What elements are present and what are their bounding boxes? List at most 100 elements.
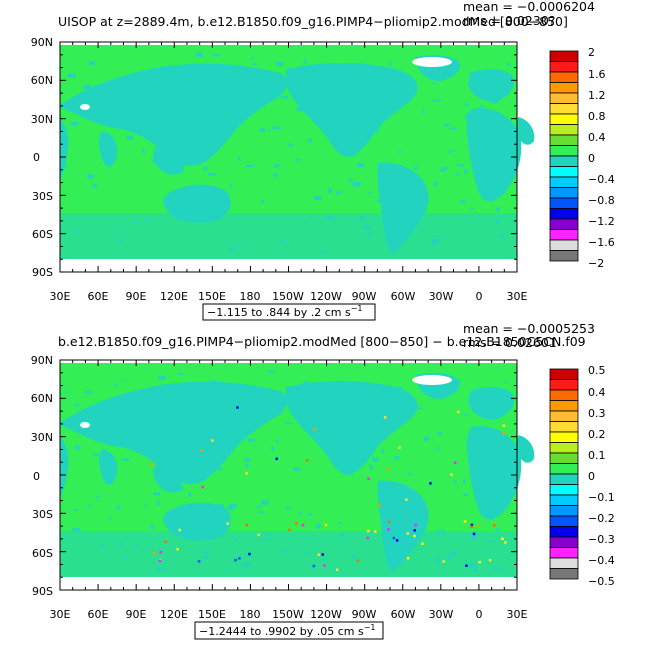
field-patch	[398, 151, 402, 154]
field-patch	[142, 149, 145, 154]
field-patch	[67, 107, 76, 112]
field-patch	[270, 82, 278, 84]
field-patch	[194, 99, 202, 102]
panel-1-cb-label: 0.8	[588, 110, 606, 123]
field-patch	[306, 552, 311, 555]
field-patch	[476, 146, 485, 149]
field-patch	[163, 142, 167, 146]
panel-2-colorbar-labels: 0.5 0.4 0.3 0.2 0.1 0 −0.1 −0.2 −0.3 −0.…	[588, 364, 615, 588]
field-patch	[164, 160, 171, 165]
panel-1-cb-label: −1.2	[588, 215, 615, 228]
colorbar-swatch	[549, 176, 579, 188]
field-patch	[349, 411, 353, 416]
field-patch	[471, 534, 476, 540]
field-patch	[108, 423, 114, 426]
field-patch	[303, 59, 307, 64]
panel-2-lat-60s: 60S	[32, 547, 53, 560]
anomaly-spot	[367, 529, 370, 533]
field-patch	[408, 472, 412, 476]
field-patch	[157, 500, 160, 505]
field-patch	[130, 427, 139, 432]
colorbar-swatch	[549, 463, 579, 475]
continent-antarctica	[60, 531, 517, 577]
continent-north-america	[285, 63, 418, 157]
panel-2-cb-label: 0.5	[588, 364, 606, 377]
field-patch	[500, 83, 505, 87]
field-patch	[118, 239, 122, 243]
field-patch	[502, 121, 511, 125]
field-patch	[177, 415, 183, 418]
anomaly-spot	[321, 553, 324, 556]
panel-1-lat-axis: 90N 60N 30N 0 30S 60S 90S	[31, 36, 53, 279]
anomaly-spot	[413, 534, 416, 538]
field-patch	[150, 525, 155, 529]
panel-1-lon-120w: 120W	[310, 290, 342, 303]
field-patch	[493, 133, 499, 136]
panel-2-anomaly-spots	[150, 406, 507, 571]
anomaly-spot	[313, 427, 316, 431]
anomaly-spot	[317, 553, 321, 556]
field-patch	[204, 150, 212, 153]
field-patch	[503, 500, 509, 504]
panel-2-cb-label: −0.5	[588, 575, 615, 588]
field-patch	[202, 551, 210, 554]
field-patch	[82, 85, 90, 89]
field-patch	[324, 410, 330, 413]
field-patch	[166, 97, 172, 101]
field-patch	[500, 394, 507, 396]
field-patch	[265, 532, 270, 536]
field-patch	[385, 208, 391, 213]
field-patch	[108, 516, 112, 520]
field-patch	[73, 509, 78, 511]
field-patch	[177, 446, 180, 450]
panel-2-lat-30s: 30S	[32, 508, 53, 521]
field-patch	[251, 56, 254, 60]
field-patch	[151, 158, 156, 162]
field-patch	[327, 90, 336, 95]
field-patch	[431, 242, 435, 247]
anomaly-spot	[288, 528, 291, 532]
field-patch	[68, 73, 76, 78]
anomaly-spot	[488, 559, 492, 562]
field-patch	[232, 245, 240, 247]
anomaly-spot	[150, 462, 153, 466]
field-patch	[462, 414, 469, 416]
field-patch	[484, 175, 491, 181]
anomaly-spot	[398, 446, 401, 449]
field-patch	[157, 568, 165, 571]
field-patch	[316, 524, 321, 529]
field-patch	[84, 390, 93, 394]
panel-1-lon-30w: 30W	[429, 290, 454, 303]
panel-2-lat-30n: 30N	[31, 431, 53, 444]
panel-1-cb-label: 0.4	[588, 131, 606, 144]
anomaly-spot	[501, 537, 504, 541]
field-patch	[268, 93, 274, 96]
field-patch	[253, 62, 257, 66]
field-patch	[468, 563, 477, 568]
field-patch	[271, 446, 275, 451]
field-patch	[158, 375, 166, 380]
anomaly-spot	[442, 560, 445, 563]
field-patch	[178, 195, 183, 198]
field-patch	[381, 449, 385, 454]
field-patch	[273, 173, 279, 177]
field-patch	[106, 104, 112, 109]
anomaly-spot	[245, 472, 248, 475]
field-patch	[330, 94, 336, 99]
field-patch	[484, 142, 491, 147]
anomaly-spot	[226, 522, 229, 525]
anomaly-spot	[429, 482, 432, 485]
field-patch	[213, 54, 220, 57]
anomaly-spot	[392, 536, 396, 540]
panel-1-lon-120e: 120E	[160, 290, 188, 303]
field-patch	[371, 457, 379, 462]
anomaly-spot	[383, 416, 387, 419]
field-patch	[336, 191, 341, 195]
field-patch	[271, 406, 279, 410]
field-patch	[183, 410, 191, 415]
field-patch	[375, 128, 380, 132]
field-patch	[326, 216, 335, 220]
field-patch	[157, 443, 165, 448]
panel-2-title: b.e12.B1850.f09_g16.PIMP4−pliomip2.modMe…	[58, 334, 586, 349]
panel-2-lat-60n: 60N	[31, 392, 53, 405]
